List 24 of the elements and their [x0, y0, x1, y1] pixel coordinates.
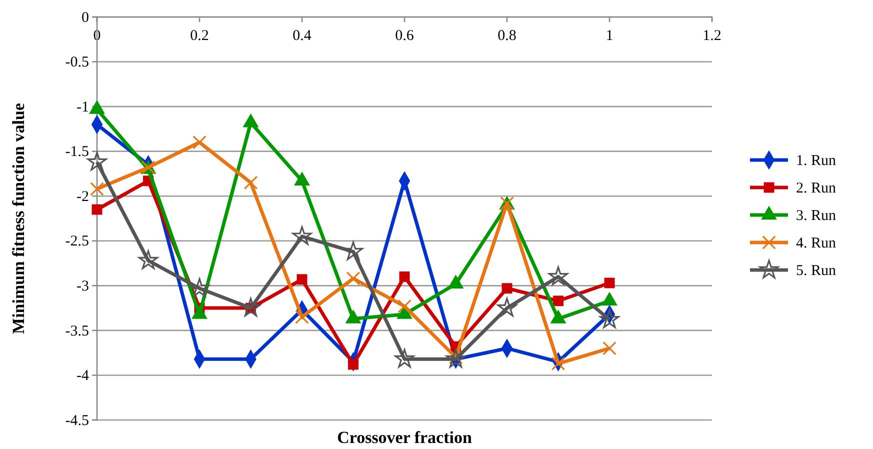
x-tick-label: 0: [93, 28, 101, 44]
y-tick-label: -3.5: [65, 323, 89, 340]
x-tick-label: 1.2: [702, 28, 722, 44]
y-axis-title: Minimum fitness function value: [9, 102, 28, 334]
legend-label: 3. Run: [796, 208, 837, 224]
x-tick-label: 0.8: [498, 28, 516, 44]
y-tick-label: -4: [76, 368, 90, 384]
y-tick-label: -2: [76, 188, 89, 205]
legend-label: 4. Run: [796, 236, 837, 252]
y-tick-label: -2.5: [65, 234, 89, 250]
y-tick-label: -3: [76, 278, 89, 294]
x-tick-label: 0.6: [395, 28, 414, 44]
x-axis-title: Crossover fraction: [337, 428, 472, 447]
y-tick-label: -1.5: [65, 144, 89, 160]
y-tick-label: -0.5: [65, 54, 89, 71]
legend-label: 1. Run: [796, 153, 837, 169]
y-tick-label: -1: [76, 99, 89, 116]
x-tick-label: 0.2: [190, 28, 209, 44]
legend-label: 2. Run: [796, 180, 837, 196]
legend-label: 5. Run: [796, 263, 837, 279]
x-tick-label: 0.4: [292, 28, 312, 44]
y-tick-label: 0: [82, 10, 89, 26]
x-tick-label: 1: [606, 28, 614, 44]
y-tick-label: -4.5: [65, 412, 89, 429]
